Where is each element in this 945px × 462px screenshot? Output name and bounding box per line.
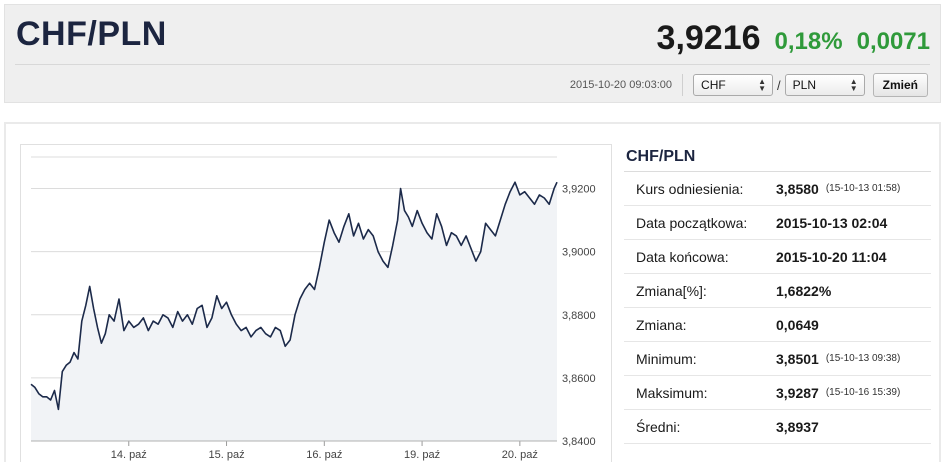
- y-tick-label: 3,9000: [562, 247, 596, 259]
- select-arrows-icon: ▲ ▼: [849, 77, 858, 93]
- x-tick-label: 19. paź: [404, 449, 440, 461]
- quote-header: CHF/PLN 3,9216 0,18% 0,0071 2015-10-20 0…: [4, 4, 941, 103]
- info-value: 3,8501: [776, 350, 819, 367]
- header-divider: [15, 64, 930, 65]
- change-pair-button[interactable]: Zmień: [872, 73, 928, 97]
- y-axis: 3,8400 3,8600 3,8800 3,9000 3,9200: [562, 184, 596, 448]
- x-tick-label: 14. paź: [111, 449, 147, 461]
- x-tick-label: 20. paź: [502, 449, 538, 461]
- info-label: Średni:: [636, 418, 681, 435]
- info-value: 3,8580: [776, 180, 819, 197]
- chart-area: [31, 182, 557, 441]
- quote-summary: 3,9216 0,18% 0,0071: [657, 19, 930, 58]
- y-tick-label: 3,9200: [562, 184, 596, 196]
- info-label: Maksimum:: [636, 384, 708, 401]
- pair-separator: /: [777, 77, 781, 93]
- info-value: 3,8937: [776, 418, 819, 435]
- chart-line: [30, 181, 558, 411]
- y-tick-label: 3,8800: [562, 310, 596, 322]
- currency-controls: 2015-10-20 09:03:00 CHF ▲ ▼ / PLN ▲ ▼ Zmie…: [570, 71, 928, 99]
- info-label: Data początkowa:: [636, 214, 748, 231]
- base-currency-select[interactable]: CHF ▲ ▼: [693, 74, 774, 96]
- info-label: Zmiana[%]:: [636, 282, 707, 299]
- info-note: (15-10-16 15:39): [825, 387, 901, 398]
- info-value: 0,0649: [776, 316, 819, 333]
- x-tick-label: 15. paź: [208, 449, 244, 461]
- info-label: Minimum:: [636, 350, 697, 367]
- info-row-reference: Kurs odniesienia: 3,8580 (15-10-13 01:58…: [624, 172, 931, 206]
- info-value: 2015-10-13 02:04: [776, 214, 888, 231]
- info-value: 1,6822%: [776, 282, 832, 299]
- info-row-change: Zmiana: 0,0649: [624, 308, 931, 342]
- base-currency-value: CHF: [701, 78, 726, 92]
- change-percent: 0,18%: [774, 28, 843, 55]
- x-tick-label: 16. paź: [306, 449, 342, 461]
- controls-divider: [682, 74, 684, 96]
- info-label: Zmiana:: [636, 316, 687, 333]
- x-axis: 14. paź 15. paź 16. paź 19. paź 20. paź: [31, 440, 557, 461]
- pair-title: CHF/PLN: [16, 15, 167, 53]
- select-arrows-icon: ▲ ▼: [758, 77, 767, 93]
- info-title: CHF/PLN: [624, 146, 931, 172]
- info-note: (15-10-13 09:38): [825, 353, 901, 364]
- info-row-end-date: Data końcowa: 2015-10-20 11:04: [624, 240, 931, 274]
- info-value: 3,9287: [776, 384, 819, 401]
- info-panel: CHF/PLN Kurs odniesienia: 3,8580 (15-10-…: [624, 146, 931, 444]
- change-absolute: 0,0071: [856, 28, 930, 55]
- quote-timestamp: 2015-10-20 09:03:00: [569, 79, 673, 91]
- info-row-maximum: Maksimum: 3,9287 (15-10-16 15:39): [624, 376, 931, 410]
- info-row-start-date: Data początkowa: 2015-10-13 02:04: [624, 206, 931, 240]
- price-chart: 3,8400 3,8600 3,8800 3,9000 3,9200 14. paź 15…: [20, 144, 612, 462]
- info-row-minimum: Minimum: 3,8501 (15-10-13 09:38): [624, 342, 931, 376]
- chart-svg: 3,8400 3,8600 3,8800 3,9000 3,9200 14. paź 15…: [30, 156, 596, 461]
- y-tick-label: 3,8400: [562, 436, 596, 448]
- info-label: Data końcowa:: [636, 248, 729, 265]
- info-label: Kurs odniesienia:: [636, 180, 744, 197]
- current-price: 3,9216: [656, 19, 761, 57]
- info-note: (15-10-13 01:58): [825, 183, 901, 194]
- quote-currency-value: PLN: [792, 78, 816, 92]
- y-tick-label: 3,8600: [562, 373, 596, 385]
- info-row-change-pct: Zmiana[%]: 1,6822%: [624, 274, 931, 308]
- info-value: 2015-10-20 11:04: [776, 248, 887, 265]
- main-panel: 3,8400 3,8600 3,8800 3,9000 3,9200 14. paź 15…: [4, 122, 941, 462]
- info-row-average: Średni: 3,8937: [624, 410, 931, 444]
- quote-currency-select[interactable]: PLN ▲ ▼: [784, 74, 865, 96]
